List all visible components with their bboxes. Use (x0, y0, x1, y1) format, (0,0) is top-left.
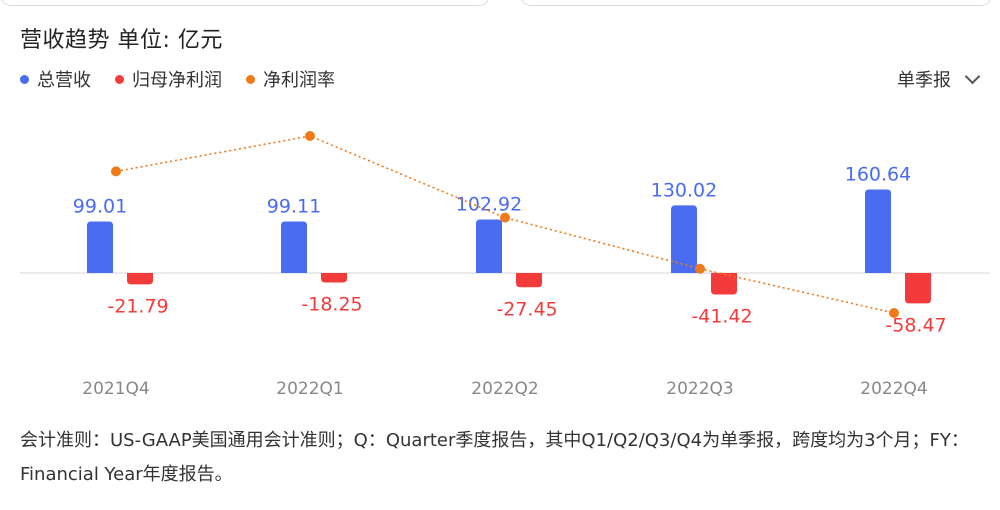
legend-item-net-margin[interactable]: 净利润率 (246, 66, 335, 92)
chart-legend: 总营收 归母净利润 净利润率 (20, 66, 359, 92)
top-card-edge-right (520, 0, 992, 6)
legend-dot-revenue (20, 74, 29, 84)
net-profit-label-2022Q4: -58.47 (885, 314, 946, 336)
top-card-edge-left (0, 0, 490, 6)
period-dropdown-label: 单季报 (897, 70, 951, 91)
revenue-bar-2022Q2 (476, 219, 502, 273)
net-profit-bar-2022Q1 (321, 273, 347, 283)
accounting-footnote: 会计准则：US-GAAP美国通用会计准则；Q：Quarter季度报告，其中Q1/… (20, 430, 969, 485)
revenue-bar-2022Q4 (865, 189, 891, 273)
net-margin-point-2022Q1 (305, 131, 315, 141)
chart-title: 营收趋势 单位: 亿元 (20, 28, 223, 53)
x-tick-label-2022Q2: 2022Q2 (471, 379, 538, 399)
net-profit-bar-2022Q2 (516, 273, 542, 288)
net-profit-label-2022Q3: -41.42 (691, 306, 752, 328)
net-margin-point-2022Q4 (889, 308, 899, 318)
net-margin-point-2022Q2 (500, 212, 510, 223)
legend-item-revenue[interactable]: 总营收 (20, 66, 91, 92)
net-profit-bar-2022Q3 (711, 273, 737, 295)
revenue-label-2022Q1: 99.11 (267, 195, 321, 217)
net-margin-line (115, 135, 895, 314)
revenue-label-2022Q3: 130.02 (651, 179, 717, 201)
revenue-bar-2022Q3 (671, 205, 697, 273)
revenue-chart: 99.01 -21.79 2021Q4 99.11 -18.25 2022Q1 102.92… (20, 131, 990, 399)
revenue-label-2021Q4: 99.01 (73, 196, 127, 218)
revenue-label-2022Q4: 160.64 (845, 163, 911, 185)
period-dropdown[interactable]: 单季报 (897, 66, 981, 92)
legend-label-net-margin: 净利润率 (263, 70, 335, 91)
net-margin-point-2021Q4 (111, 166, 121, 177)
net-profit-bar-2021Q4 (127, 273, 153, 285)
net-profit-label-2022Q2: -27.45 (496, 298, 557, 320)
legend-item-net-profit[interactable]: 归母净利润 (115, 66, 222, 92)
legend-label-revenue: 总营收 (37, 70, 91, 91)
revenue-bar-2022Q1 (281, 221, 307, 273)
legend-label-net-profit: 归母净利润 (132, 70, 222, 91)
x-tick-label-2022Q4: 2022Q4 (860, 379, 927, 399)
x-tick-label-2021Q4: 2021Q4 (82, 379, 149, 399)
net-profit-label-2022Q1: -18.25 (301, 293, 362, 315)
net-margin-point-2022Q3 (695, 263, 705, 274)
net-profit-label-2021Q4: -21.79 (107, 295, 168, 317)
revenue-label-2022Q2: 102.92 (456, 193, 522, 215)
x-tick-label-2022Q1: 2022Q1 (276, 379, 343, 399)
net-profit-bar-2022Q4 (905, 273, 931, 304)
legend-dot-net-profit (115, 74, 124, 84)
revenue-bar-2021Q4 (87, 221, 113, 273)
x-tick-label-2022Q3: 2022Q3 (666, 379, 733, 399)
chevron-down-icon (964, 68, 981, 85)
legend-dot-net-margin (246, 74, 255, 84)
